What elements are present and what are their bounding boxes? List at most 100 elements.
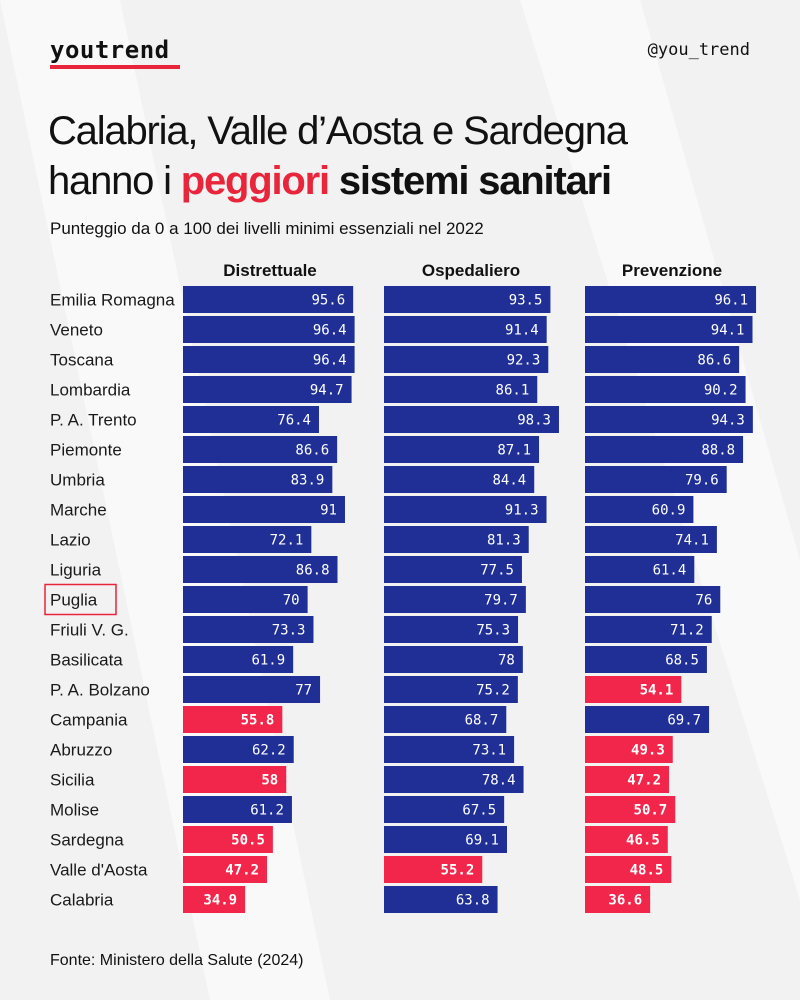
bar [384, 586, 526, 613]
bar-value-label: 83.9 [291, 473, 325, 489]
bar [183, 856, 268, 883]
bar [384, 676, 518, 703]
social-handle: @you_trend [647, 40, 750, 60]
bar [585, 646, 707, 673]
category-label: Veneto [50, 321, 103, 340]
bar [585, 826, 668, 853]
bar-value-label: 95.6 [311, 293, 345, 309]
bar-value-label: 79.7 [484, 593, 518, 609]
bar [183, 286, 354, 313]
bar-value-label: 46.5 [626, 833, 660, 849]
bar-value-label: 73.3 [272, 623, 306, 639]
bar [585, 856, 672, 883]
bar [585, 556, 695, 583]
bar [183, 826, 273, 853]
bar-value-label: 73.1 [472, 743, 506, 759]
source-note: Fonte: Ministero della Salute (2024) [50, 952, 304, 969]
bar [183, 316, 355, 343]
bar-value-label: 75.3 [476, 623, 510, 639]
bar-value-label: 96.4 [313, 323, 347, 339]
bar-value-label: 63.8 [456, 893, 490, 909]
bar-value-label: 50.5 [231, 833, 265, 849]
bar-value-label: 84.4 [493, 473, 527, 489]
bar-value-label: 86.6 [295, 443, 329, 459]
bar [585, 736, 673, 763]
bar [585, 706, 710, 733]
bar [384, 646, 523, 673]
bar-value-label: 94.1 [711, 323, 745, 339]
highlight-box [44, 583, 117, 616]
bar [585, 586, 721, 613]
bar-value-label: 54.1 [640, 683, 674, 699]
bar-value-label: 91 [320, 503, 337, 519]
title-line-2-post: sistemi sanitari [328, 159, 612, 203]
bar-value-label: 36.6 [608, 893, 642, 909]
bar [183, 616, 314, 643]
brand-underline [50, 65, 180, 69]
bar [384, 316, 547, 343]
bar-value-label: 55.2 [441, 863, 475, 879]
bar [183, 796, 292, 823]
bar [384, 406, 559, 433]
bar-value-label: 86.6 [697, 353, 731, 369]
bar-value-label: 72.1 [270, 533, 304, 549]
bar [585, 526, 717, 553]
bar-value-label: 68.7 [465, 713, 499, 729]
bar [183, 406, 319, 433]
category-label: Sardegna [50, 831, 124, 850]
brand-logo: youtrend [50, 36, 170, 64]
bar-value-label: 67.5 [462, 803, 496, 819]
bar [384, 526, 529, 553]
bar-value-label: 79.6 [685, 473, 719, 489]
bar [384, 286, 551, 313]
bar [585, 796, 676, 823]
bar-value-label: 61.4 [653, 563, 687, 579]
bar [585, 286, 757, 313]
bar [183, 646, 294, 673]
bar-value-label: 94.7 [310, 383, 344, 399]
bar-value-label: 96.1 [714, 293, 748, 309]
bar-value-label: 92.3 [507, 353, 541, 369]
bar [183, 556, 338, 583]
bar [384, 616, 519, 643]
series-header: Ospedaliero [422, 261, 520, 280]
bar [585, 436, 744, 463]
bar [384, 886, 498, 913]
bar-value-label: 60.9 [652, 503, 686, 519]
bar [585, 466, 727, 493]
category-label: Liguria [50, 561, 102, 580]
category-label: Campania [50, 711, 128, 730]
category-label: Basilicata [50, 651, 123, 670]
title-line-1: Calabria, Valle d’Aosta e Sardegna [48, 109, 628, 153]
category-label: Valle d'Aosta [50, 861, 148, 880]
bar [384, 346, 549, 373]
bar [585, 346, 740, 373]
bar [183, 496, 345, 523]
category-label: Lombardia [50, 381, 131, 400]
bar-value-label: 48.5 [630, 863, 664, 879]
bar [384, 796, 505, 823]
bar-value-label: 70 [283, 593, 300, 609]
bar-value-label: 61.9 [251, 653, 285, 669]
series-header: Distrettuale [223, 261, 317, 280]
bar-value-label: 68.5 [665, 653, 699, 669]
category-label: Calabria [50, 891, 114, 910]
bar-value-label: 74.1 [675, 533, 709, 549]
bar-value-label: 77 [295, 683, 312, 699]
bar-value-label: 75.2 [476, 683, 510, 699]
bar-value-label: 47.2 [225, 863, 259, 879]
bar [384, 436, 540, 463]
bar [183, 376, 352, 403]
title-line-2-pre: hanno i [48, 159, 181, 203]
bar-value-label: 49.3 [631, 743, 665, 759]
bar-value-label: 86.8 [296, 563, 330, 579]
bar [585, 766, 670, 793]
bar [384, 496, 547, 523]
bar [585, 376, 746, 403]
title-line-2: hanno i peggiori sistemi sanitari [48, 156, 768, 206]
bar-value-label: 71.2 [670, 623, 704, 639]
category-label: Puglia [50, 591, 98, 610]
bar [183, 886, 246, 913]
bar [183, 526, 312, 553]
